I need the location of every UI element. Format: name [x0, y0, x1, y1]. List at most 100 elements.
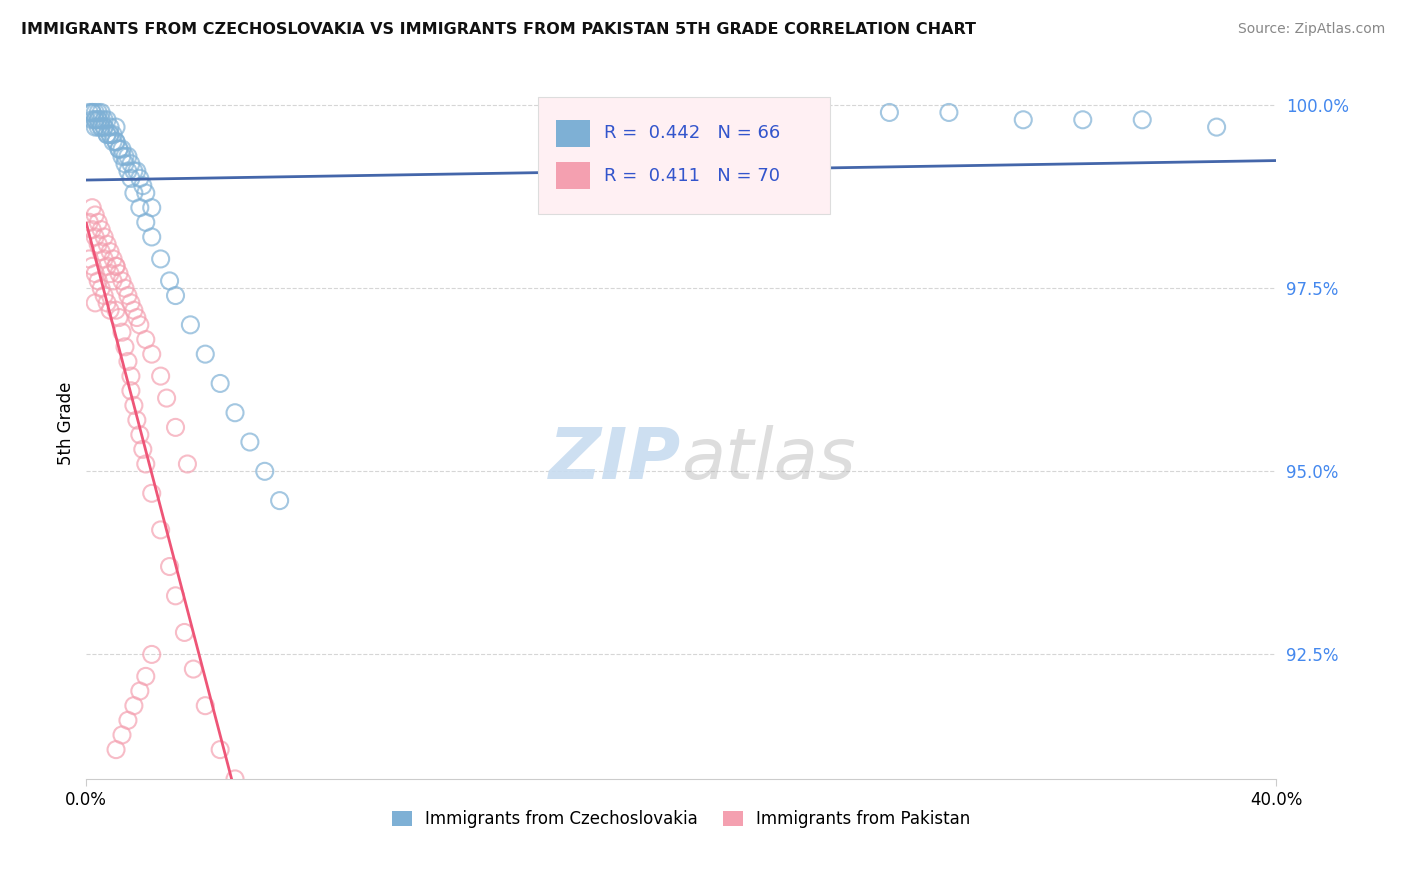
Point [149, 252, 172, 266]
Point [114, 340, 136, 354]
Point [135, 215, 157, 229]
Point [87, 237, 110, 252]
Point [87, 112, 110, 127]
Point [239, 435, 262, 450]
Point [82, 222, 104, 236]
Point [90, 105, 112, 120]
Point [159, 559, 181, 574]
Point [111, 149, 134, 163]
Text: atlas: atlas [681, 425, 856, 494]
Point [90, 281, 112, 295]
Point [111, 728, 134, 742]
Point [269, 493, 291, 508]
Point [90, 222, 112, 236]
Point [159, 274, 181, 288]
Point [111, 325, 134, 339]
Point [128, 201, 150, 215]
Point [122, 698, 145, 713]
Point [82, 201, 104, 215]
Point [141, 230, 163, 244]
Point [84, 267, 107, 281]
Point [84, 296, 107, 310]
Point [879, 105, 901, 120]
Point [179, 318, 201, 332]
Point [96, 112, 118, 127]
Point [93, 120, 115, 134]
Point [93, 230, 115, 244]
Point [128, 427, 150, 442]
Point [98, 120, 121, 134]
Text: Source: ZipAtlas.com: Source: ZipAtlas.com [1237, 22, 1385, 37]
Point [117, 354, 139, 368]
Point [96, 296, 118, 310]
Point [117, 288, 139, 302]
Point [90, 112, 112, 127]
Point [117, 149, 139, 163]
Point [149, 523, 172, 537]
Point [120, 296, 142, 310]
Text: IMMIGRANTS FROM CZECHOSLOVAKIA VS IMMIGRANTS FROM PAKISTAN 5TH GRADE CORRELATION: IMMIGRANTS FROM CZECHOSLOVAKIA VS IMMIGR… [21, 22, 976, 37]
Point [1130, 112, 1153, 127]
Point [108, 267, 131, 281]
Point [77, 252, 100, 266]
Point [90, 120, 112, 134]
Point [111, 274, 134, 288]
Point [98, 128, 121, 142]
Point [132, 178, 155, 193]
Point [209, 376, 232, 391]
Point [98, 128, 121, 142]
Point [96, 237, 118, 252]
Point [98, 267, 121, 281]
Point [122, 398, 145, 412]
Point [108, 142, 131, 156]
Bar [557, 120, 589, 146]
Point [96, 128, 118, 142]
Point [108, 142, 131, 156]
Point [90, 120, 112, 134]
Point [93, 120, 115, 134]
Point [165, 420, 187, 434]
Point [87, 274, 110, 288]
Point [98, 244, 121, 259]
Point [77, 105, 100, 120]
Point [141, 347, 163, 361]
Point [84, 112, 107, 127]
Point [108, 310, 131, 325]
Point [122, 164, 145, 178]
Point [173, 625, 195, 640]
Point [120, 369, 142, 384]
Point [1012, 112, 1035, 127]
Point [105, 120, 128, 134]
Point [117, 164, 139, 178]
Point [93, 112, 115, 127]
Point [122, 303, 145, 318]
Point [101, 252, 124, 266]
Point [90, 244, 112, 259]
Point [84, 120, 107, 134]
Y-axis label: 5th Grade: 5th Grade [58, 382, 75, 466]
Point [938, 105, 960, 120]
Point [101, 274, 124, 288]
Point [194, 347, 217, 361]
Text: ZIP: ZIP [548, 425, 681, 494]
Point [128, 318, 150, 332]
Point [105, 259, 128, 273]
Point [93, 288, 115, 302]
Point [125, 164, 148, 178]
Point [101, 135, 124, 149]
Point [128, 684, 150, 698]
Point [1205, 120, 1227, 134]
Point [96, 259, 118, 273]
Point [135, 186, 157, 200]
Point [120, 171, 142, 186]
Point [120, 157, 142, 171]
Point [135, 457, 157, 471]
Point [84, 112, 107, 127]
Point [132, 442, 155, 457]
Text: R =  0.442   N = 66: R = 0.442 N = 66 [603, 124, 780, 142]
Point [87, 215, 110, 229]
Point [87, 105, 110, 120]
Point [176, 457, 198, 471]
Point [165, 288, 187, 302]
Point [82, 105, 104, 120]
